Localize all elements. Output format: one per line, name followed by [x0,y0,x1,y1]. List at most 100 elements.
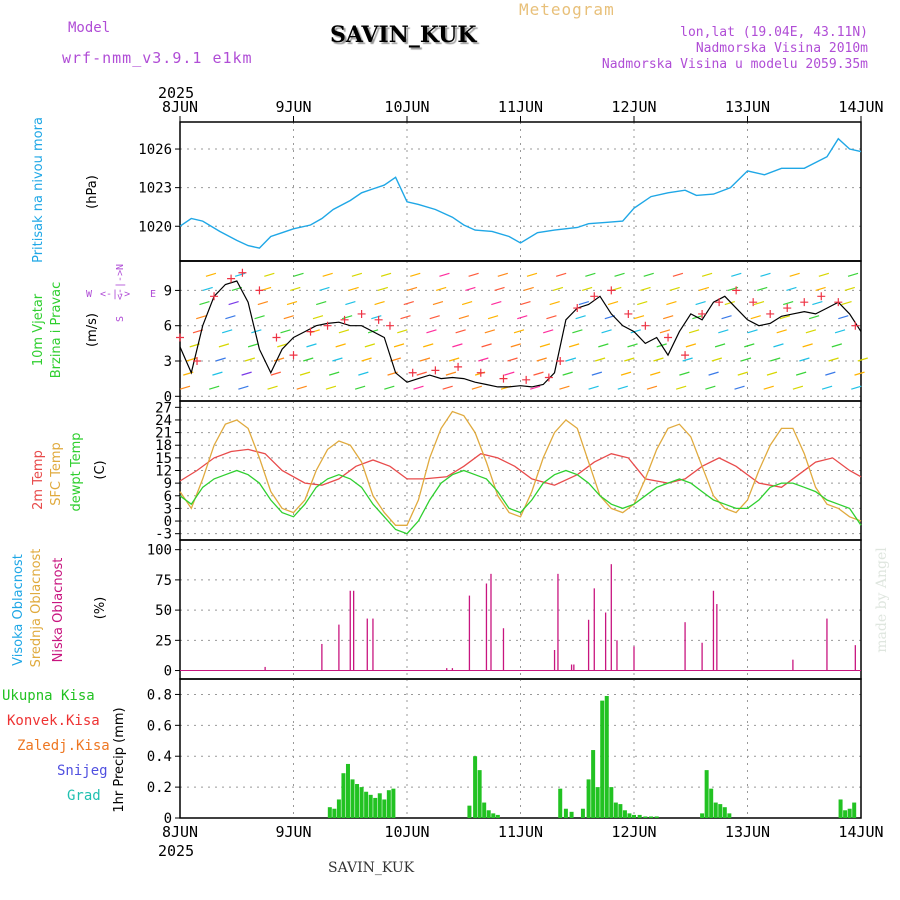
wind-barb [413,385,424,390]
gust-marker [385,321,394,330]
wind-barb [598,343,609,348]
gust-marker [800,298,809,307]
y-tick-label: 3 [164,501,172,517]
precip-bar [649,816,654,818]
wind-barb [637,300,648,306]
wind-barb [578,300,590,306]
precip-bar [591,750,596,818]
wind-barb [753,300,765,306]
wind-barb [325,385,337,390]
wind-barb [202,286,213,291]
gust-marker [749,298,758,307]
model-label: Model [68,20,111,36]
panel-border [179,678,862,819]
precip-bar [713,802,718,818]
wind-barb [776,329,787,334]
wind-barb [286,300,298,306]
wind-barb [270,371,281,376]
precip-bar [852,802,857,818]
pressure-line [179,137,862,249]
wind-barb [445,371,457,376]
gust-marker [210,292,219,301]
wind-ylabel-1: 10m Vjetar [31,293,46,366]
y-tick-label: 6 [164,319,172,335]
wind-barb [854,371,865,376]
wind-barb [283,315,294,320]
wind-barb [698,286,710,291]
wind-barb [345,300,356,306]
precip-bar [643,816,648,818]
wind-barb [228,300,239,306]
precip-bar [377,793,382,818]
precip-legend-2: Zaledj.Kisa [17,738,110,754]
precip-bar [386,790,391,818]
y-tick-label: 6 [164,489,172,505]
wind-barb [504,371,515,376]
wind-barb [572,329,583,334]
wind-barb [643,272,654,277]
precip-legend-4: Grad [67,788,101,804]
wind-barb [416,371,427,376]
wind-barb [792,385,804,390]
wind-barb [646,385,658,390]
wind-barb [552,286,564,291]
wind-barb [789,272,800,277]
wind-barb [763,385,774,390]
wind-barb [523,286,534,291]
x-tick-label-bottom: 13JUN [725,823,770,841]
wind-barb [484,329,496,334]
wind-barb [585,272,596,277]
y-tick-label: 50 [155,603,172,619]
wind-barb [351,272,363,277]
wind-barb [513,329,525,334]
gust-marker [817,292,826,301]
precip-bar [477,770,482,818]
precip-bar [604,695,609,818]
wind-barb [481,343,492,348]
wind-barb [847,272,859,277]
wind-barb [627,343,638,348]
gust-marker [544,373,553,382]
wind-barb [721,315,732,320]
wind-barb [338,329,350,334]
wind-barb [371,315,382,320]
gust-marker [624,309,633,318]
wind-ylabel-2: Brzina i Pravac [49,282,64,379]
x-tick-label-top: 13JUN [725,98,770,116]
precip-bar [368,794,373,818]
precip-bar [569,811,574,818]
wind-barb [601,329,612,334]
pressure-unit: (hPa) [85,175,100,209]
wind-barb [377,286,388,291]
gust-marker [664,333,673,342]
precip-bar [632,814,636,818]
wind-barb [494,286,505,291]
precip-bar [627,813,632,818]
wind-barb [205,272,217,277]
wind-barb [805,329,817,334]
wind-barb [328,371,340,376]
wind-barb [757,286,768,291]
wind-barb [841,300,852,306]
wind-barb [808,315,820,320]
wind-barb [520,300,531,306]
precip-bar [495,814,500,818]
gust-marker [374,315,383,324]
wind-barb [555,272,567,277]
precip-bar [486,810,491,818]
wind-barb [196,315,207,320]
wind-barb [672,272,684,277]
wind-barb [397,329,408,334]
wind-barb [419,357,431,362]
wind-barb [607,300,619,306]
wind-barb [546,315,557,320]
wind-barb [497,272,508,277]
wind-barb [267,385,278,390]
wind-barb [526,272,538,277]
wind-barb [530,385,541,390]
wind-barb [354,385,366,390]
precip-bar [345,763,350,818]
wind-barb [838,315,849,320]
wind-barb [559,385,570,390]
